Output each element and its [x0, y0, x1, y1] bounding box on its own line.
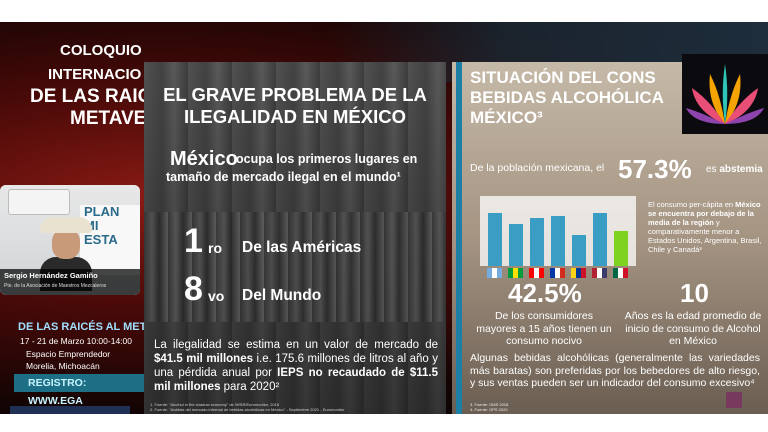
flag-icon-1	[508, 268, 523, 278]
slide1-footnotes: 1. Fuente: "Alcohol in the shadow econom…	[150, 402, 440, 412]
speaker-webcam: PLAN MI ESTA Sergio Hernández Gamiño Pte…	[0, 185, 140, 295]
chart-bar-5	[593, 213, 607, 266]
rank2-label: Del Mundo	[242, 287, 322, 304]
side-bold: México se encuentra por debajo de la med…	[648, 200, 761, 227]
side-text-1: El consumo per-cápita en	[648, 200, 736, 209]
stat2-description: Años es la edad promedio de inicio de co…	[624, 310, 762, 347]
abstemia-word: abstemia	[719, 164, 763, 175]
footnote-3: 3. Fuente: OMS 2018	[470, 402, 509, 407]
market-photo	[144, 212, 446, 322]
event-title-line-4: METAVE	[70, 108, 147, 129]
air-conditioner	[8, 189, 70, 215]
flag-icon-5	[592, 268, 607, 278]
slide2-title-line-2: BEBIDAS ALCOHÓLICA	[470, 88, 664, 107]
agave-logo	[682, 54, 768, 134]
stat-harmful-consumption: 42.5%	[508, 278, 582, 308]
event-title-line-2: INTERNACIO	[48, 66, 142, 83]
body-text-3: para 2020²	[220, 381, 280, 393]
footnote-2: 2. Fuente: "Análisis del mercado informa…	[150, 407, 345, 412]
chart-bar-6	[614, 231, 628, 266]
flag-icon-3	[550, 268, 565, 278]
footnote-4: 4. Fuente: OPS 2020	[470, 407, 508, 412]
footnote-1: 1. Fuente: "Alcohol in the shadow econom…	[150, 402, 280, 407]
side-text-2: y comparativamente menor a Estados Unido…	[648, 218, 762, 254]
chart-bar-0	[488, 213, 502, 266]
chart-bar-4	[572, 235, 586, 266]
poblacion-text: De la población mexicana, el	[470, 162, 605, 174]
rank1-number: 1	[184, 222, 203, 260]
chart-bar-1	[509, 224, 523, 266]
speaker-hat	[40, 217, 92, 233]
slide2-title-line-3: MÉXICO³	[470, 108, 543, 127]
slide1-country: México	[170, 148, 238, 170]
body-text-2: i.e. 175.6 millones de litros al año y u…	[154, 353, 438, 379]
event-title-line-1: COLOQUIO	[60, 42, 142, 59]
rank2-suffix: vo	[208, 288, 225, 304]
slide2-accent-bar	[456, 62, 462, 414]
presentation-frame: COLOQUIO INTERNACIO DE LAS RAIC METAVE P…	[0, 22, 768, 414]
rank1-suffix: ro	[208, 240, 222, 256]
slide1-title: EL GRAVE PROBLEMA DE LA ILEGALIDAD EN MÉ…	[163, 84, 427, 127]
slide1-intro-b: tamaño de mercado ilegal en el mundo¹	[166, 170, 401, 184]
per-capita-text: El consumo per-cápita en México se encue…	[648, 200, 762, 254]
flag-icon-2	[529, 268, 544, 278]
flag-icon-0	[487, 268, 502, 278]
rank1-label: De las Américas	[242, 239, 362, 256]
body-bold-2: IEPS no recaudado de $11.5 mil millones	[154, 367, 438, 393]
sponsor-logos	[10, 406, 130, 414]
speaker-face	[52, 229, 80, 259]
slide2-title: SITUACIÓN DEL CONS BEBIDAS ALCOHÓLICA MÉ…	[470, 68, 664, 128]
speaker-name: Sergio Hernández Gamiño	[4, 271, 98, 280]
slide2-small-logo	[726, 392, 742, 408]
event-subtitle: DE LAS RAICÉS AL META	[18, 321, 154, 333]
abstemia-pre: es	[706, 164, 717, 175]
rank2-number: 8	[184, 270, 203, 308]
agave-logo-graphic	[686, 64, 764, 124]
event-title-line-3: DE LAS RAIC	[30, 86, 152, 107]
slide-illegality: EL GRAVE PROBLEMA DE LA ILEGALIDAD EN MÉ…	[144, 62, 446, 414]
stat1-description: De los consumidores mayores a 15 años ti…	[476, 310, 612, 347]
consumption-bar-chart	[480, 196, 636, 282]
event-city: Morelia, Michoacán	[26, 361, 100, 371]
chart-bar-2	[530, 218, 544, 266]
slide1-intro-a: ocupa los primeros lugares en	[236, 152, 418, 166]
chart-bar-3	[551, 216, 565, 266]
body-text-1: La ilegalidad se estima en un valor de m…	[154, 339, 438, 351]
slide2-footnotes: 3. Fuente: OMS 2018 4. Fuente: OPS 2020	[470, 402, 670, 412]
event-dates: 17 - 21 de Marzo 10:00-14:00	[20, 336, 132, 346]
flag-icon-6	[613, 268, 628, 278]
flag-icon-4	[571, 268, 586, 278]
body-bold-1: $41.5 mil millones	[154, 353, 253, 365]
abstemia-label: es abstemia	[706, 164, 763, 175]
slide1-body: La ilegalidad se estima en un valor de m…	[154, 338, 438, 394]
stat-start-age: 10	[680, 278, 709, 308]
speaker-role: Pte. de la Asociación de Maestros Mezcal…	[4, 283, 107, 289]
speaker-nameplate: Sergio Hernández Gamiño Pte. de la Asoci…	[0, 269, 140, 295]
abstemia-percent: 57.3%	[618, 154, 692, 184]
event-venue: Espacio Emprendedor	[26, 349, 111, 359]
register-link[interactable]: REGISTRO: WWW.EGA	[14, 374, 144, 407]
slide2-body: Algunas bebidas alcohólicas (generalment…	[470, 352, 760, 389]
slide2-title-line-1: SITUACIÓN DEL CONS	[470, 68, 656, 87]
